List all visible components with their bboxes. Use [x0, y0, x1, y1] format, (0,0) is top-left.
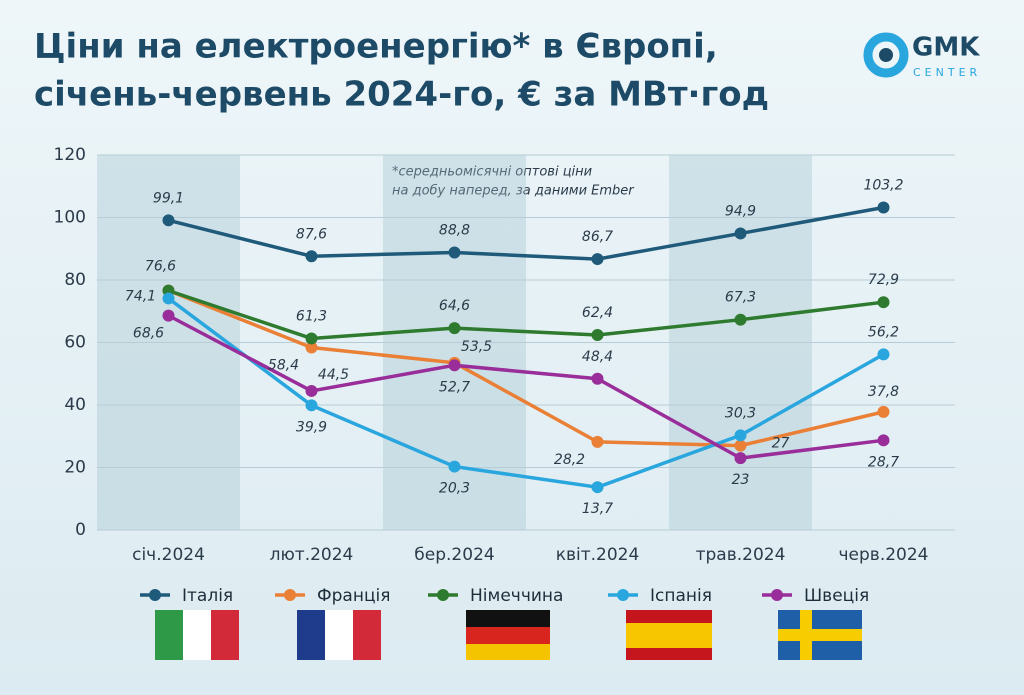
data-point — [162, 292, 175, 305]
data-point — [305, 384, 318, 397]
x-tick-label: квіт.2024 — [556, 545, 640, 565]
data-label: 68,6 — [133, 326, 164, 342]
y-tick-label: 60 — [64, 333, 86, 353]
data-point — [591, 435, 604, 448]
y-tick-label: 80 — [64, 270, 86, 290]
data-label: 28,7 — [868, 454, 899, 470]
data-point — [591, 253, 604, 266]
data-label: 53,5 — [461, 339, 492, 355]
legend-swatch — [437, 589, 449, 601]
x-tick-label: трав.2024 — [696, 545, 786, 565]
data-point — [162, 309, 175, 322]
series-line — [167, 314, 884, 460]
data-label: 28,2 — [554, 452, 585, 468]
logo-icon — [863, 32, 909, 78]
legend-swatch — [284, 589, 296, 601]
legend-label: Швеція — [804, 586, 869, 606]
series-line — [167, 297, 885, 489]
data-label: 103,2 — [863, 178, 903, 194]
data-point — [305, 399, 318, 412]
data-label: 13,7 — [582, 501, 613, 517]
legend-swatch — [149, 589, 161, 601]
data-label: 44,5 — [318, 367, 349, 383]
y-tick-label: 100 — [54, 208, 86, 228]
chart-title: січень-червень 2024-го, € за МВт·год — [34, 75, 769, 115]
x-tick-label: черв.2024 — [839, 545, 929, 565]
data-point — [877, 434, 890, 447]
legend-swatch — [617, 589, 629, 601]
y-tick-label: 120 — [54, 145, 86, 165]
data-label: 27 — [772, 436, 790, 452]
data-point — [591, 481, 604, 494]
logo-icon — [879, 48, 893, 62]
data-point — [305, 341, 318, 354]
series-line — [167, 288, 884, 341]
series-line — [167, 288, 884, 448]
x-tick-label: січ.2024 — [132, 545, 205, 565]
data-label: 61,3 — [296, 308, 327, 324]
legend-label: Франція — [317, 586, 390, 606]
data-label: 76,6 — [145, 259, 176, 275]
y-tick-label: 0 — [75, 520, 86, 540]
data-point — [448, 322, 461, 335]
data-label: 64,6 — [439, 298, 470, 314]
data-label: 67,3 — [725, 290, 756, 306]
data-point — [448, 246, 461, 259]
data-point — [305, 332, 318, 345]
data-label: 72,9 — [868, 272, 899, 288]
legend-swatch — [771, 589, 783, 601]
data-label: 37,8 — [868, 384, 899, 400]
logo-name: GMK — [912, 33, 980, 63]
data-label: 94,9 — [725, 203, 756, 219]
x-tick-label: лют.2024 — [270, 545, 354, 565]
data-point — [877, 201, 890, 214]
logo: GMK CENTER — [863, 32, 981, 79]
data-label: 87,6 — [296, 226, 327, 242]
annotation: *середньомісячні оптові ціни — [392, 165, 592, 180]
x-tick-label: бер.2024 — [414, 545, 494, 565]
data-label: 52,7 — [439, 379, 470, 395]
data-label: 74,1 — [125, 288, 156, 304]
data-point — [448, 359, 461, 372]
data-label: 62,4 — [582, 305, 613, 321]
data-label: 58,4 — [268, 358, 299, 374]
data-point — [448, 460, 461, 473]
data-label: 56,2 — [868, 324, 899, 340]
data-point — [162, 214, 175, 227]
data-point — [734, 452, 747, 465]
data-point — [734, 439, 747, 452]
legend-label: Іспанія — [650, 586, 712, 606]
data-label: 23 — [732, 472, 750, 488]
data-point — [734, 313, 747, 326]
flags — [155, 610, 862, 660]
data-label: 20,3 — [439, 481, 470, 497]
data-label: 39,9 — [296, 419, 327, 435]
legend-label: Німеччина — [470, 586, 563, 606]
y-tick-label: 40 — [64, 395, 86, 415]
series-line — [168, 205, 884, 261]
data-label: 88,8 — [439, 223, 470, 239]
data-label: 99,1 — [153, 190, 184, 206]
data-point — [877, 348, 890, 361]
data-point — [305, 250, 318, 263]
data-point — [591, 372, 604, 385]
data-label: 86,7 — [582, 229, 613, 245]
chart-title: Ціни на електроенергію* в Європі, — [34, 27, 718, 67]
logo-sub: CENTER — [913, 66, 981, 79]
data-label: 48,4 — [582, 349, 613, 365]
data-point — [734, 429, 747, 442]
data-point — [734, 227, 747, 240]
annotation: на добу наперед, за даними Ember — [392, 184, 635, 199]
data-label: 30,3 — [725, 405, 756, 421]
data-point — [591, 329, 604, 341]
legend-label: Італія — [182, 586, 233, 606]
data-point — [877, 296, 890, 309]
y-tick-label: 20 — [64, 458, 86, 478]
data-point — [877, 405, 890, 418]
